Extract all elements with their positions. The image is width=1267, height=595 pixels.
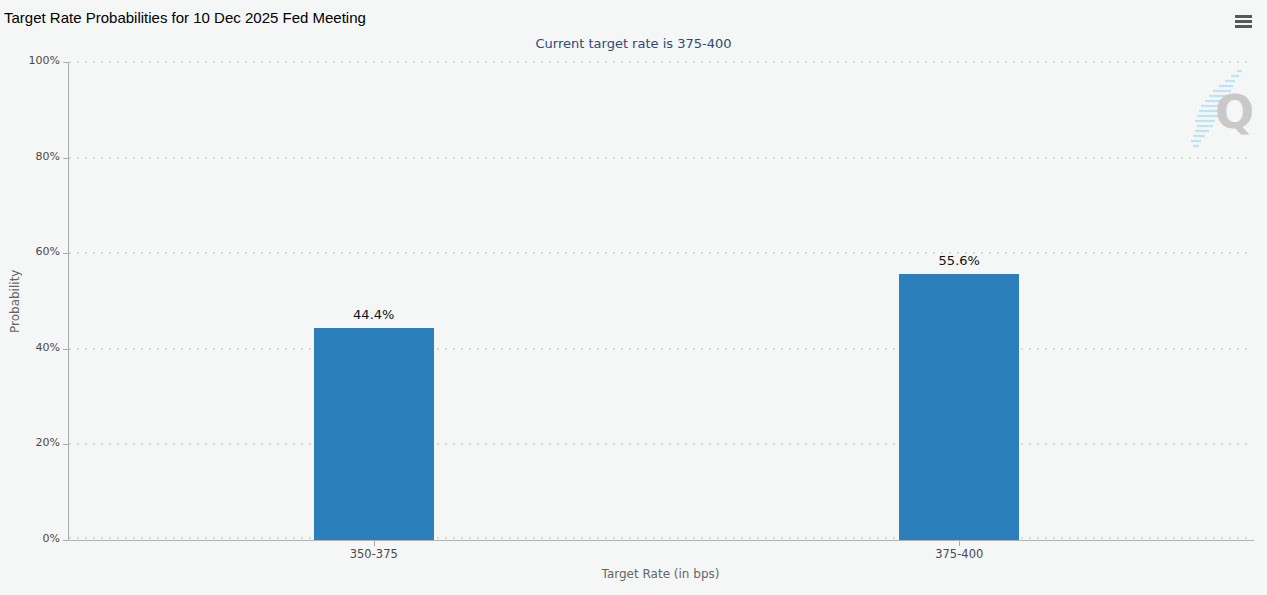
y-axis-title: Probability (8, 62, 22, 540)
quikstrike-watermark-icon: Q (1185, 60, 1255, 155)
probability-bar[interactable] (899, 274, 1019, 540)
bar-value-label: 44.4% (299, 307, 449, 322)
bar-value-label: 55.6% (884, 253, 1034, 268)
y-gridline (69, 157, 1253, 159)
probability-bar[interactable] (314, 328, 434, 540)
x-axis-line (68, 540, 1254, 541)
y-gridline (69, 443, 1253, 445)
plot-area: 0%20%40%60%80%100% 44.4%350-37555.6%375-… (0, 0, 1267, 595)
fedwatch-chart-panel: Target Rate Probabilities for 10 Dec 202… (0, 0, 1267, 595)
y-gridline (69, 252, 1253, 254)
watermark-letter: Q (1215, 85, 1254, 139)
y-gridline (69, 61, 1253, 63)
y-gridline (69, 348, 1253, 350)
x-category-label: 350-375 (299, 547, 449, 561)
x-category-label: 375-400 (884, 547, 1034, 561)
y-gridline (69, 537, 1253, 539)
x-tick-mark (959, 541, 960, 546)
x-axis-title: Target Rate (in bps) (68, 567, 1253, 581)
y-axis-line (68, 62, 69, 540)
x-tick-mark (374, 541, 375, 546)
